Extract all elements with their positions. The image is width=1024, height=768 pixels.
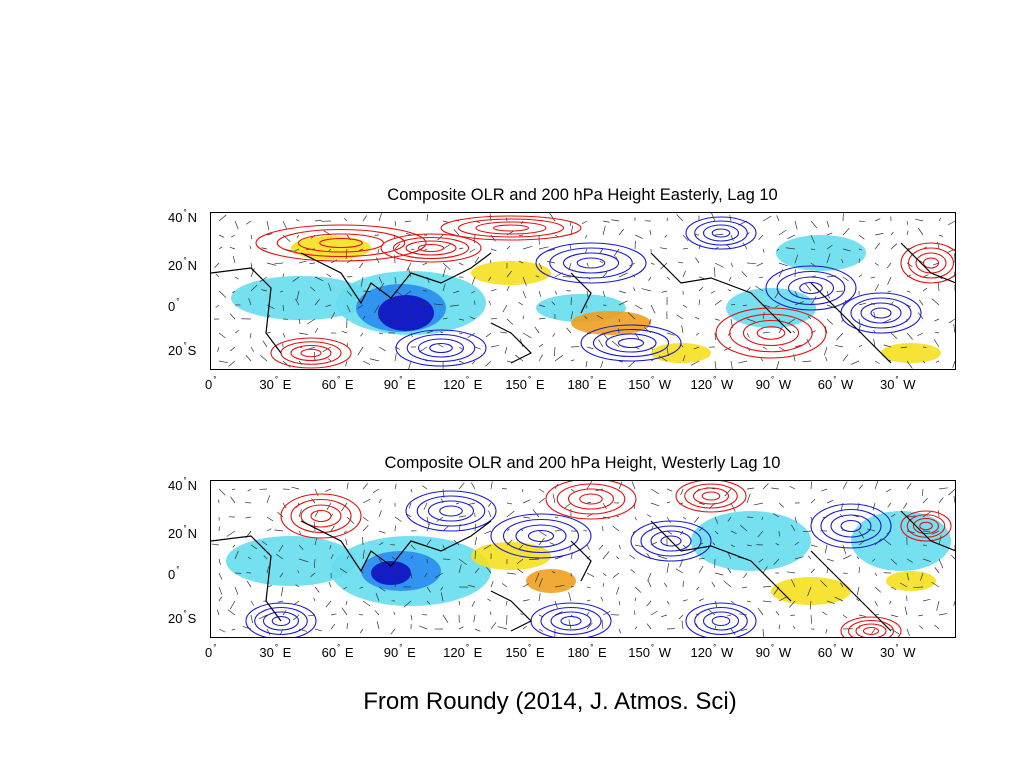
positive-height-contour (675, 481, 747, 513)
lon-tick-label: 30° W (879, 375, 916, 392)
lon-tick-label: 90° E (383, 375, 416, 392)
lat-tick-label: 0° (168, 565, 180, 582)
lon-tick-label: 90° E (383, 643, 416, 660)
lon-tick-label: 90° W (755, 643, 792, 660)
olr-shading (691, 511, 811, 571)
lat-tick-label: 20°S (168, 341, 197, 358)
lon-tick-label: 60° W (817, 375, 854, 392)
lon-tick-label: 0° (205, 375, 217, 392)
olr-shading (886, 571, 936, 591)
wind-vectors (214, 213, 955, 369)
lon-tick-label: 60° W (817, 643, 854, 660)
lat-tick-label: 40°N (168, 208, 198, 225)
panel-title: Composite OLR and 200 hPa Height Easterl… (387, 186, 778, 204)
olr-shading (881, 343, 941, 363)
lon-tick-label: 30° E (259, 643, 292, 660)
negative-height-contour (535, 242, 647, 284)
lon-tick-label: 30° W (879, 643, 916, 660)
lon-tick-label: 150° E (505, 643, 545, 660)
wind-vectors (211, 481, 955, 637)
positive-height-contour (900, 510, 952, 542)
olr-shading (776, 235, 866, 271)
negative-height-contour (405, 490, 497, 532)
lon-tick-label: 90° W (755, 375, 792, 392)
lon-tick-label: 120° E (443, 375, 483, 392)
lon-tick-label: 120° E (443, 643, 483, 660)
lat-tick-label: 20°N (168, 256, 198, 273)
positive-height-contour (715, 307, 827, 359)
negative-height-contour (685, 602, 757, 637)
olr-shading (291, 236, 371, 260)
figure-caption: From Roundy (2014, J. Atmos. Sci) (363, 688, 737, 715)
lon-tick-label: 120° W (690, 375, 734, 392)
lon-tick-label: 0° (205, 643, 217, 660)
lat-tick-label: 40°N (168, 476, 198, 493)
positive-height-contour (440, 215, 582, 241)
negative-height-contour (395, 329, 487, 367)
map-canvas (211, 481, 955, 637)
panel-title: Composite OLR and 200 hPa Height, Wester… (384, 454, 781, 472)
coastline (211, 242, 955, 364)
olr-shading (851, 511, 951, 571)
panel-westerly: Composite OLR and 200 hPa Height, Wester… (150, 454, 980, 660)
lat-tick-label: 0° (168, 297, 180, 314)
negative-height-contour (765, 265, 857, 311)
lon-tick-label: 120° W (690, 643, 734, 660)
lat-tick-label: 20°N (168, 524, 198, 541)
lat-tick-label: 20°S (168, 609, 197, 626)
olr-shading (226, 536, 356, 586)
coastline (211, 510, 955, 632)
lon-tick-label: 30° E (259, 375, 292, 392)
negative-height-contour (840, 292, 922, 334)
lon-tick-label: 180° E (567, 643, 607, 660)
lon-tick-label: 150° W (628, 375, 672, 392)
map-canvas (211, 213, 955, 369)
negative-height-contour (530, 602, 612, 637)
olr-shading (371, 561, 411, 585)
positive-height-contour (270, 337, 352, 369)
map-plot (210, 480, 956, 638)
olr-shading (471, 542, 551, 570)
positive-height-contour (545, 481, 637, 520)
negative-height-contour (580, 324, 682, 362)
lon-tick-label: 60° E (321, 643, 354, 660)
lon-tick-label: 150° E (505, 375, 545, 392)
positive-height-contour (900, 242, 955, 284)
lon-tick-label: 180° E (567, 375, 607, 392)
olr-shading (471, 261, 551, 285)
negative-height-contour (245, 602, 317, 637)
olr-shading (771, 577, 851, 605)
negative-height-contour (685, 216, 757, 250)
lon-tick-label: 150° W (628, 643, 672, 660)
olr-shading (526, 569, 576, 593)
negative-height-contour (810, 503, 892, 549)
olr-shading (231, 276, 371, 320)
panel-easterly: Composite OLR and 200 hPa Height Easterl… (150, 186, 980, 392)
positive-height-contour (380, 233, 482, 263)
lon-tick-label: 60° E (321, 375, 354, 392)
positive-height-contour (840, 616, 902, 637)
negative-height-contour (490, 513, 592, 559)
map-plot (210, 212, 956, 370)
positive-height-contour (280, 493, 362, 539)
olr-shading (651, 343, 711, 363)
negative-height-contour (630, 520, 712, 562)
olr-shading (378, 295, 434, 331)
